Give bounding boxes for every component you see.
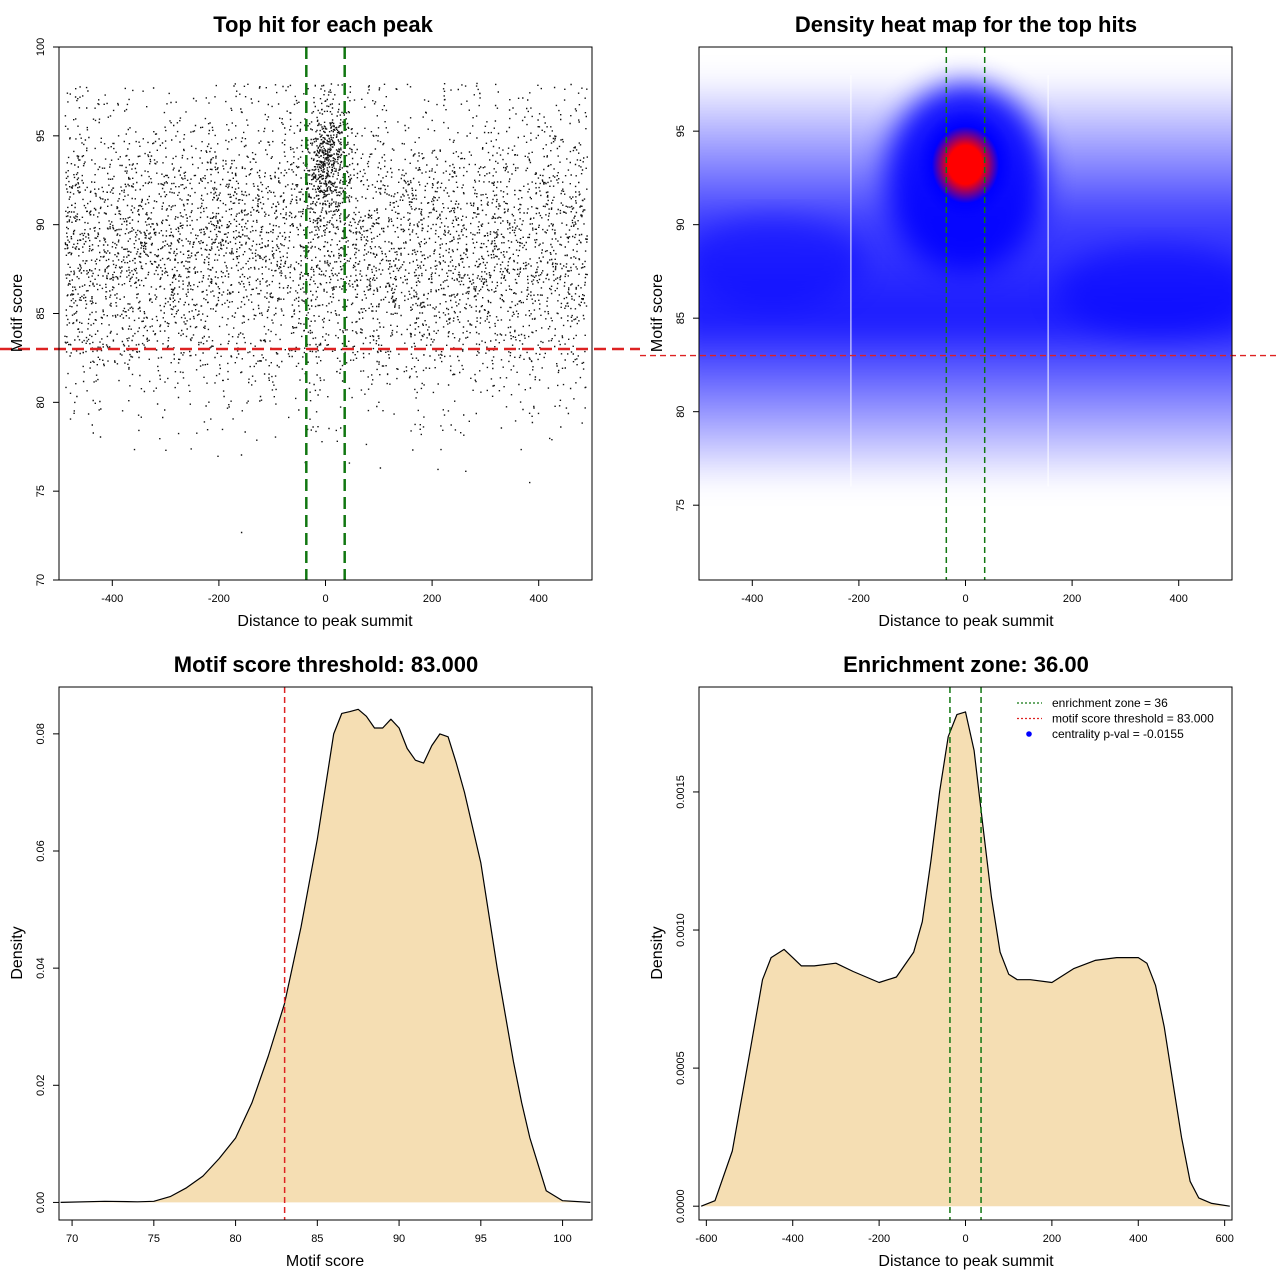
score-density-y-axis-label: Density <box>9 926 26 979</box>
legend-entry: motif score threshold = 83.000 <box>1017 712 1214 726</box>
score-density-y-tick-label: 0.00 <box>35 1192 47 1213</box>
distance-density-y-tick-label: 0.0015 <box>675 775 687 809</box>
heatmap-plot: Density heat map for the top hits -400 -2… <box>640 12 1280 630</box>
scatter-panel: Top hit for each peak -400 -200 0 200 400 70 7… <box>0 0 640 640</box>
score-density-x-tick-label: 100 <box>553 1233 571 1245</box>
distance-density-title: Enrichment zone: 36.00 <box>843 652 1089 677</box>
distance-density-area <box>701 711 1230 1207</box>
distance-density-y-tick-label: 0.0000 <box>675 1189 687 1223</box>
scatter-title: Top hit for each peak <box>213 12 433 37</box>
scatter-y-tick-label: 100 <box>35 38 47 56</box>
score-density-area <box>60 709 591 1203</box>
legend-label: centrality p-val = -0.0155 <box>1052 727 1184 741</box>
distance-density-y-tick-label: 0.0010 <box>675 913 687 947</box>
scatter-x-tick-label: 0 <box>322 593 328 605</box>
heatmap-y-tick-label: 90 <box>675 219 687 231</box>
score-density-x-tick-label: 85 <box>311 1233 323 1245</box>
heatmap-title: Density heat map for the top hits <box>795 12 1137 37</box>
score-density-y-tick-label: 0.06 <box>35 840 47 861</box>
scatter-x-tick-label: -400 <box>101 593 123 605</box>
distance-density-plot: Enrichment zone: 36.00 -600 -400 -200 0 200 4… <box>649 652 1234 1270</box>
heatmap-x-tick-label: 200 <box>1063 593 1081 605</box>
scatter-plot: Top hit for each peak -400 -200 0 200 400 70 7… <box>0 12 640 630</box>
score-density-y-tick-label: 0.04 <box>35 957 47 978</box>
distance-density-y-axis-label: Density <box>649 926 666 979</box>
legend: enrichment zone = 36 motif score threshol… <box>1017 696 1214 741</box>
score-density-plot: Motif score threshold: 83.000 70 75 80 85 90… <box>9 652 593 1270</box>
distance-density-x-tick-label: -400 <box>782 1233 804 1245</box>
distance-density-curve <box>700 711 1230 1207</box>
legend-label: enrichment zone = 36 <box>1052 696 1168 710</box>
score-density-x-tick-label: 95 <box>475 1233 487 1245</box>
legend-point-marker <box>1026 731 1032 737</box>
distance-density-panel: Enrichment zone: 36.00 -600 -400 -200 0 200 4… <box>640 640 1280 1280</box>
distance-density-x-tick-label: 0 <box>962 1233 968 1245</box>
heatmap-right-lobe <box>1057 245 1232 336</box>
distance-density-x-tick-label: -600 <box>695 1233 717 1245</box>
heatmap-x-tick-label: -400 <box>741 593 763 605</box>
scatter-y-tick-label: 80 <box>35 396 47 408</box>
score-density-x-tick-label: 75 <box>148 1233 160 1245</box>
heatmap-peak <box>917 109 1014 220</box>
scatter-y-tick-label: 90 <box>35 219 47 231</box>
heatmap-x-tick-label: -200 <box>848 593 870 605</box>
legend-label: motif score threshold = 83.000 <box>1052 712 1214 726</box>
heatmap-y-tick-label: 95 <box>675 125 687 137</box>
score-density-title: Motif score threshold: 83.000 <box>174 652 478 677</box>
scatter-x-tick-label: 200 <box>423 593 441 605</box>
score-density-curve <box>60 708 591 1203</box>
score-density-y-tick-label: 0.02 <box>35 1075 47 1096</box>
scatter-x-tick-label: 400 <box>530 593 548 605</box>
score-density-x-tick-label: 80 <box>229 1233 241 1245</box>
score-density-panel: Motif score threshold: 83.000 70 75 80 85 90… <box>0 640 640 1280</box>
scatter-y-tick-label: 95 <box>35 130 47 142</box>
heatmap-left-lobe <box>699 217 864 308</box>
distance-density-x-axis-label: Distance to peak summit <box>878 1253 1054 1270</box>
scatter-y-axis-label: Motif score <box>9 274 26 352</box>
score-density-y-tick-label: 0.08 <box>35 723 47 744</box>
heatmap-x-tick-label: 0 <box>962 593 968 605</box>
legend-entry: enrichment zone = 36 <box>1017 696 1168 710</box>
score-density-x-tick-label: 70 <box>66 1233 78 1245</box>
legend-entry: centrality p-val = -0.0155 <box>1026 727 1184 741</box>
scatter-y-tick-label: 75 <box>35 485 47 497</box>
distance-density-x-tick-label: 400 <box>1129 1233 1147 1245</box>
scatter-y-tick-label: 85 <box>35 307 47 319</box>
score-density-x-tick-label: 90 <box>393 1233 405 1245</box>
heatmap-x-axis-label: Distance to peak summit <box>878 613 1054 630</box>
heatmap-y-tick-label: 80 <box>675 406 687 418</box>
distance-density-y-tick-label: 0.0005 <box>675 1051 687 1085</box>
distance-density-x-tick-label: 200 <box>1043 1233 1061 1245</box>
scatter-y-tick-label: 70 <box>35 574 47 586</box>
heatmap-panel: Density heat map for the top hits -400 -2… <box>640 0 1280 640</box>
distance-density-x-tick-label: -200 <box>868 1233 890 1245</box>
heatmap-y-axis-label: Motif score <box>649 274 666 352</box>
heatmap-x-tick-label: 400 <box>1170 593 1188 605</box>
heatmap-y-tick-label: 75 <box>675 499 687 511</box>
scatter-x-axis-label: Distance to peak summit <box>237 613 413 630</box>
score-density-x-axis-label: Motif score <box>286 1253 364 1270</box>
distance-density-x-tick-label: 600 <box>1215 1233 1233 1245</box>
scatter-points <box>64 82 589 534</box>
heatmap-y-tick-label: 85 <box>675 312 687 324</box>
scatter-x-tick-label: -200 <box>208 593 230 605</box>
